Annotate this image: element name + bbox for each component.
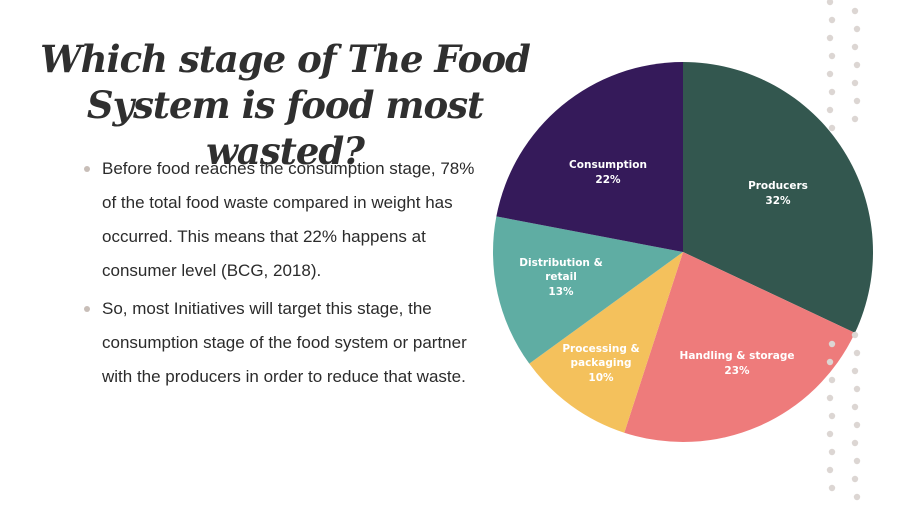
pie-slice-handling-storage bbox=[624, 252, 855, 442]
decor-dot bbox=[853, 385, 861, 393]
decor-dot bbox=[851, 439, 859, 447]
bullet-item: So, most Initiatives will target this st… bbox=[82, 292, 492, 394]
decor-dot bbox=[851, 79, 859, 87]
decor-dot bbox=[853, 421, 861, 429]
bullet-dot-icon bbox=[84, 306, 90, 312]
decor-dot bbox=[853, 61, 861, 69]
decor-dot bbox=[828, 412, 836, 420]
decor-dot bbox=[853, 493, 861, 501]
decor-dot bbox=[853, 25, 861, 33]
bullet-list: Before food reaches the consumption stag… bbox=[82, 152, 492, 398]
label-processing-packaging: Processing & packaging 10% bbox=[562, 343, 639, 384]
label-distribution-retail: Distribution & retail 13% bbox=[519, 257, 602, 298]
pie-slice-consumption bbox=[496, 62, 683, 252]
decor-dot bbox=[828, 88, 836, 96]
decor-dot bbox=[826, 466, 834, 474]
decor-dot bbox=[826, 430, 834, 438]
bullet-dot-icon bbox=[84, 166, 90, 172]
slice-labels: Producers 32% Handling & storage 23% Proce… bbox=[519, 159, 808, 384]
decor-dot bbox=[828, 124, 836, 132]
label-producers: Producers 32% bbox=[748, 180, 808, 207]
pie-slice-producers bbox=[683, 62, 874, 333]
decor-dot bbox=[851, 367, 859, 375]
decor-dot bbox=[826, 358, 834, 366]
pie-slices bbox=[493, 62, 874, 442]
decor-dot bbox=[826, 0, 834, 6]
decor-dot bbox=[828, 376, 836, 384]
label-consumption: Consumption 22% bbox=[569, 159, 647, 186]
decor-dot bbox=[826, 106, 834, 114]
decor-dot bbox=[851, 115, 859, 123]
label-handling-storage: Handling & storage 23% bbox=[680, 350, 795, 377]
title-line-2: System is food most wasted? bbox=[86, 83, 484, 173]
pie-slice-processing-packaging bbox=[529, 252, 683, 433]
decor-dot bbox=[828, 484, 836, 492]
slide-title: Which stage of The Food System is food m… bbox=[20, 36, 550, 174]
decor-dot bbox=[851, 475, 859, 483]
decor-dot bbox=[853, 457, 861, 465]
decor-dot bbox=[828, 340, 836, 348]
decor-dot bbox=[853, 349, 861, 357]
decor-dot bbox=[853, 97, 861, 105]
decor-dot bbox=[828, 448, 836, 456]
decor-dot bbox=[851, 43, 859, 51]
decor-dot bbox=[851, 403, 859, 411]
decor-dot bbox=[851, 331, 859, 339]
pie-slice-distribution-retail bbox=[493, 216, 683, 364]
decor-dot bbox=[826, 34, 834, 42]
decor-dot bbox=[826, 394, 834, 402]
dotted-decoration bbox=[826, 0, 861, 501]
decor-dot bbox=[828, 16, 836, 24]
decor-dot bbox=[851, 7, 859, 15]
bullet-item: Before food reaches the consumption stag… bbox=[82, 152, 492, 288]
decor-dot bbox=[826, 70, 834, 78]
title-line-1: Which stage of The Food bbox=[40, 37, 531, 81]
decor-dot bbox=[828, 52, 836, 60]
